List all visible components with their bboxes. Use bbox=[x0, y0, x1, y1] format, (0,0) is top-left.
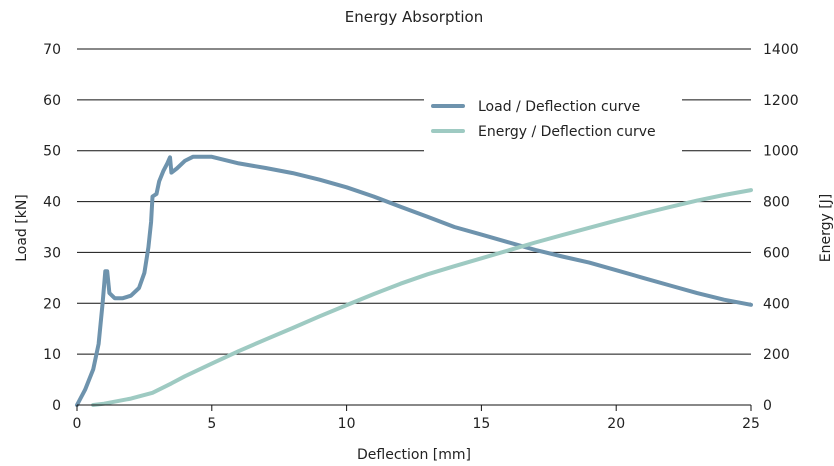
x-tick-label: 15 bbox=[472, 416, 490, 432]
y-tick-label: 0 bbox=[52, 398, 61, 414]
x-tick-label: 20 bbox=[607, 416, 625, 432]
y-tick-label: 40 bbox=[43, 195, 61, 211]
y-tick-label: 20 bbox=[43, 296, 61, 312]
y2-tick-label: 1000 bbox=[763, 144, 799, 160]
y2-tick-label: 600 bbox=[763, 245, 790, 261]
right-y-axis-ticks: 0 200 400 600 800 1000 1200 1400 bbox=[763, 42, 799, 414]
x-axis-title: Deflection [mm] bbox=[357, 447, 471, 463]
y2-tick-label: 200 bbox=[763, 347, 790, 363]
x-tick-label: 0 bbox=[73, 416, 82, 432]
legend-background bbox=[424, 86, 682, 152]
series-line-1 bbox=[75, 154, 753, 407]
series-layer bbox=[75, 154, 753, 407]
x-tick-label: 5 bbox=[207, 416, 216, 432]
y2-axis-title: Energy [J] bbox=[818, 194, 834, 263]
x-tick-label: 10 bbox=[338, 416, 356, 432]
y2-tick-label: 0 bbox=[763, 398, 772, 414]
x-axis-ticks: 0 5 10 15 20 25 bbox=[73, 405, 760, 432]
y2-tick-label: 1400 bbox=[763, 42, 799, 58]
y-tick-label: 30 bbox=[43, 245, 61, 261]
chart-title: Energy Absorption bbox=[345, 8, 483, 26]
horizontal-gridlines bbox=[77, 48, 751, 355]
x-tick-label: 25 bbox=[742, 416, 760, 432]
y2-tick-label: 1200 bbox=[763, 93, 799, 109]
y2-tick-label: 800 bbox=[763, 195, 790, 211]
y-tick-label: 70 bbox=[43, 42, 61, 58]
y-tick-label: 60 bbox=[43, 93, 61, 109]
y-tick-label: 10 bbox=[43, 347, 61, 363]
left-y-axis-ticks: 0 10 20 30 40 50 60 70 bbox=[43, 42, 61, 414]
legend-label: Load / Deflection curve bbox=[478, 99, 640, 115]
legend-label: Energy / Deflection curve bbox=[478, 124, 656, 140]
y-tick-label: 50 bbox=[43, 144, 61, 160]
series-line-2 bbox=[91, 188, 753, 407]
y2-tick-label: 400 bbox=[763, 296, 790, 312]
legend: Load / Deflection curve Energy / Deflecti… bbox=[431, 99, 656, 140]
y-axis-title: Load [kN] bbox=[14, 194, 30, 262]
